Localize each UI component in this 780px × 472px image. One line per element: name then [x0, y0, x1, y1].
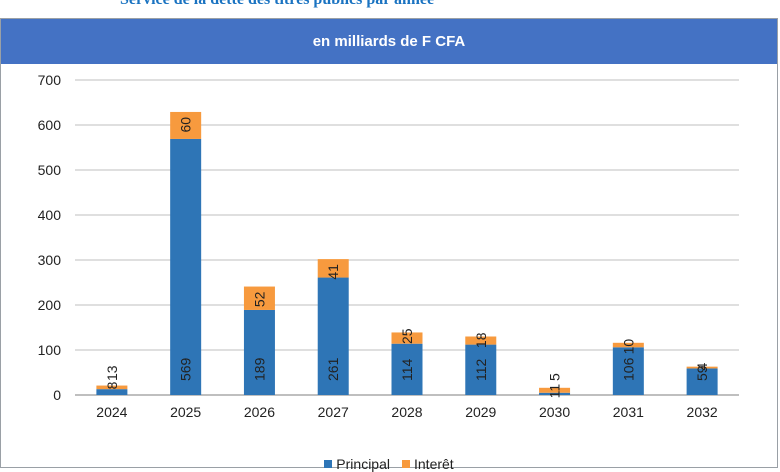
x-tick-label-2028: 2028 — [391, 404, 422, 420]
data-label-interet-2030: 11 — [547, 384, 563, 399]
bar-chart: 0 100 200 300 400 500 600 700 2024 138 2025 569 60 20… — [38, 72, 739, 420]
data-label-principal-2028: 114 — [399, 358, 415, 381]
x-tick-label-2027: 2027 — [318, 404, 349, 420]
data-label-interet-2031: 10 — [620, 339, 636, 355]
bar-intert-2027 — [317, 259, 349, 278]
bar-intert-2025 — [170, 111, 202, 139]
bar-intert-2024 — [96, 385, 128, 390]
data-label-interet-2028: 25 — [399, 328, 415, 344]
y-tick-label-400: 400 — [38, 207, 62, 223]
legend-item-interet: Interêt — [402, 456, 454, 472]
data-label-interet-2027: 41 — [325, 264, 341, 280]
legend-label-interet: Interêt — [414, 456, 454, 472]
x-tick-label-2032: 2032 — [687, 404, 718, 420]
chart-legend: Principal Interêt — [1, 456, 777, 472]
chart-frame: en milliards de F CFA 0 100 200 300 400 500 60… — [0, 18, 778, 472]
legend-swatch-principal — [324, 460, 333, 468]
legend-label-principal: Principal — [336, 456, 390, 472]
data-label-interet-2025: 60 — [178, 117, 194, 133]
legend-item-principal: Principal — [324, 456, 390, 472]
y-tick-label-0: 0 — [53, 387, 61, 403]
bar-principal-2026 — [243, 309, 275, 395]
bar-principal-2024 — [96, 389, 128, 395]
bar-principal-2030 — [539, 392, 571, 395]
bar-principal-2031 — [612, 347, 644, 395]
y-tick-label-700: 700 — [38, 72, 62, 88]
data-label-principal-2027: 261 — [325, 357, 341, 381]
data-label-principal-2031: 106 — [620, 357, 636, 381]
data-label-interet-2029: 18 — [473, 332, 489, 348]
y-tick-label-600: 600 — [38, 117, 62, 133]
bar-principal-2027 — [317, 277, 349, 395]
data-label-principal-2029: 112 — [473, 358, 489, 381]
data-label-principal-2025: 569 — [178, 357, 194, 381]
bar-intert-2031 — [612, 342, 644, 348]
data-label-principal-2024: 13 — [104, 365, 120, 381]
x-tick-label-2029: 2029 — [465, 404, 496, 420]
chart-subtitle: en milliards de F CFA — [1, 19, 777, 64]
data-label-principal-2026: 189 — [251, 357, 267, 381]
data-label-interet-2024: 8 — [104, 381, 120, 389]
bar-principal-2028 — [391, 343, 423, 395]
x-tick-label-2031: 2031 — [613, 404, 644, 420]
x-tick-label-2030: 2030 — [539, 404, 570, 420]
y-tick-label-300: 300 — [38, 252, 62, 268]
bar-principal-2029 — [465, 344, 497, 395]
data-label-interet-2026: 52 — [251, 291, 267, 307]
x-tick-label-2025: 2025 — [170, 404, 201, 420]
bar-intert-2029 — [465, 336, 497, 345]
data-label-interet-2032: 4 — [694, 362, 710, 370]
y-tick-label-500: 500 — [38, 162, 62, 178]
x-tick-label-2026: 2026 — [244, 404, 275, 420]
y-tick-label-100: 100 — [38, 342, 62, 358]
bar-intert-2030 — [539, 387, 571, 393]
data-label-principal-2032: 59 — [694, 365, 710, 381]
legend-swatch-interet — [402, 460, 410, 468]
x-tick-label-2024: 2024 — [96, 404, 127, 420]
bar-principal-2032 — [686, 368, 718, 395]
bar-intert-2028 — [391, 332, 423, 344]
data-label-principal-2030: 5 — [547, 373, 563, 381]
bar-intert-2032 — [686, 366, 718, 369]
y-tick-label-200: 200 — [38, 297, 62, 313]
page-title: Service de la dette des titres publics p… — [120, 0, 434, 9]
bar-principal-2025 — [170, 138, 202, 395]
bar-intert-2026 — [243, 286, 275, 310]
